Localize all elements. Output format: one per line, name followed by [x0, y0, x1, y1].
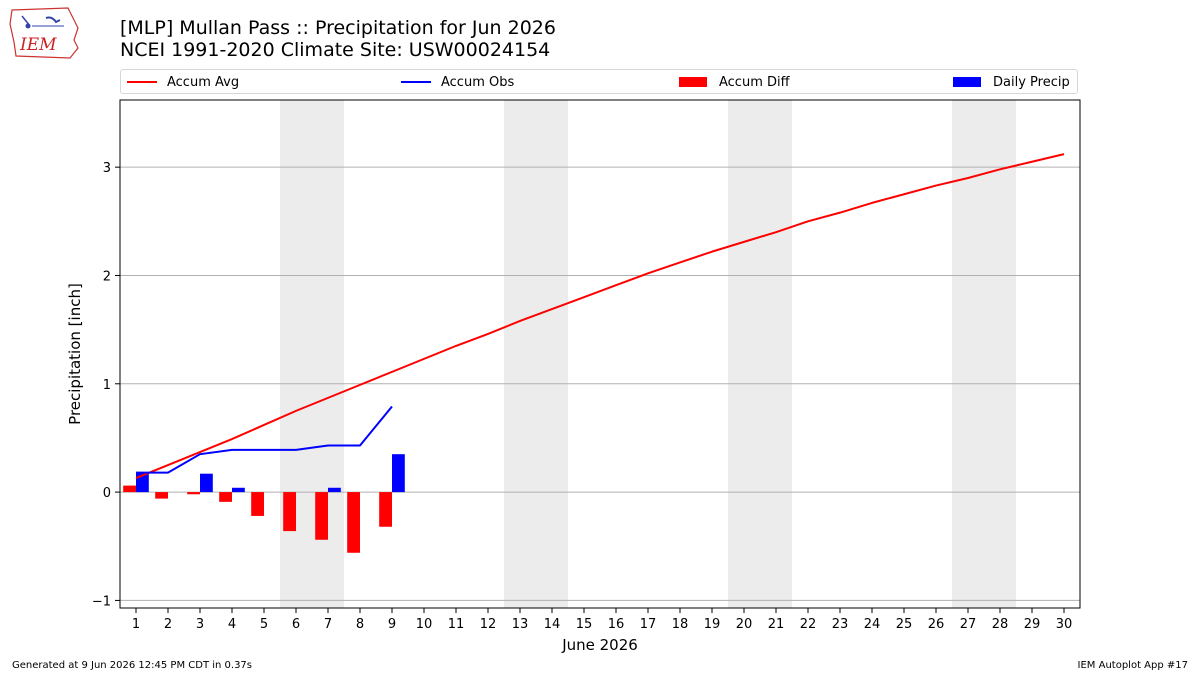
weekend-shade-day-27	[952, 100, 984, 608]
x-tick-label: 2	[164, 617, 172, 632]
legend-label-accum-diff: Accum Diff	[719, 74, 790, 90]
legend-swatch-accum-obs	[401, 81, 431, 83]
legend-label-accum-obs: Accum Obs	[441, 74, 515, 90]
x-tick-label: 12	[480, 617, 497, 632]
x-tick-label: 19	[704, 617, 721, 632]
legend-daily-precip: Daily Precip	[953, 74, 1070, 90]
x-tick-label: 8	[356, 617, 364, 632]
daily-precip-bar	[200, 473, 213, 493]
x-tick-label: 9	[388, 617, 396, 632]
x-tick-label: 22	[800, 617, 817, 632]
accum-diff-bar	[123, 485, 136, 493]
x-tick-label: 27	[960, 617, 977, 632]
footer-generated: Generated at 9 Jun 2026 12:45 PM CDT in …	[12, 660, 253, 671]
title-line-1: [MLP] Mullan Pass :: Precipitation for J…	[120, 17, 556, 39]
legend-swatch-accum-diff	[679, 77, 707, 87]
x-tick-label: 30	[1056, 617, 1073, 632]
x-tick-label: 4	[228, 617, 236, 632]
x-tick-label: 16	[608, 617, 625, 632]
chart-legend: Accum Avg Accum Obs Accum Diff Daily Pre…	[120, 69, 1078, 94]
accum-diff-bar	[347, 492, 360, 553]
x-tick-label: 24	[864, 617, 881, 632]
title-line-2: NCEI 1991-2020 Climate Site: USW00024154	[120, 39, 551, 61]
logo-text: IEM	[19, 35, 57, 55]
x-tick-label: 5	[260, 617, 268, 632]
x-tick-label: 10	[416, 617, 433, 632]
weekend-shade-day-28	[984, 100, 1016, 608]
lines	[135, 153, 1065, 479]
daily-precip-bar	[392, 454, 405, 493]
legend-accum-avg: Accum Avg	[127, 74, 239, 90]
x-axis-ticks: 1 2 3 4 5 6 7 8 9 10 11 12 13 14 15 16 17 18 19 20 21 22 23 24 2…	[132, 608, 1072, 632]
chart-title: [MLP] Mullan Pass :: Precipitation for J…	[120, 17, 556, 61]
weekend-shade-day-20	[728, 100, 760, 608]
x-tick-label: 17	[640, 617, 657, 632]
weekend-shade-day-6	[280, 100, 312, 608]
accum-diff-bar	[251, 492, 264, 516]
x-tick-label: 26	[928, 617, 945, 632]
x-tick-label: 14	[544, 617, 561, 632]
x-tick-label: 25	[896, 617, 913, 632]
y-tick-label: 2	[103, 269, 111, 284]
bars	[123, 454, 405, 553]
weekend-shade-day-14	[536, 100, 568, 608]
y-tick-label: 3	[103, 161, 111, 176]
legend-swatch-accum-avg	[127, 81, 157, 83]
x-tick-label: 23	[832, 617, 849, 632]
accum-diff-bar	[219, 492, 232, 502]
daily-precip-bar	[232, 487, 245, 493]
iem-logo: IEM	[8, 6, 82, 60]
legend-label-daily-precip: Daily Precip	[993, 74, 1070, 90]
y-axis-ticks: −1 0 1 2 3	[92, 161, 120, 609]
x-axis-label: June 2026	[561, 636, 638, 654]
daily-precip-bar	[328, 487, 341, 493]
legend-label-accum-avg: Accum Avg	[167, 74, 240, 90]
y-tick-label: −1	[92, 594, 111, 609]
x-tick-label: 3	[196, 617, 204, 632]
x-tick-label: 29	[1024, 617, 1041, 632]
x-tick-label: 15	[576, 617, 593, 632]
legend-accum-obs: Accum Obs	[401, 74, 514, 90]
weekend-shading	[280, 100, 1016, 608]
x-tick-label: 28	[992, 617, 1009, 632]
accum-diff-bar	[315, 492, 328, 540]
weekend-shade-day-13	[504, 100, 536, 608]
footer-app: IEM Autoplot App #17	[1077, 660, 1188, 671]
y-gridlines	[120, 166, 1080, 601]
plot-frame	[119, 99, 1081, 609]
x-tick-label: 6	[292, 617, 300, 632]
accum-diff-bar	[155, 492, 168, 499]
x-tick-label: 11	[448, 617, 465, 632]
accum-obs-line	[136, 405, 393, 474]
accum-diff-bar	[379, 492, 392, 527]
legend-swatch-daily-precip	[953, 77, 981, 87]
y-tick-label: 0	[103, 486, 111, 501]
accum-diff-bar	[187, 492, 200, 495]
x-tick-label: 20	[736, 617, 753, 632]
y-tick-label: 1	[103, 378, 111, 393]
accum-diff-bar	[283, 492, 296, 532]
x-tick-label: 21	[768, 617, 785, 632]
x-tick-label: 7	[324, 617, 332, 632]
accum-avg-line	[135, 153, 1065, 479]
y-axis-label: Precipitation [inch]	[66, 283, 84, 425]
x-tick-label: 13	[512, 617, 529, 632]
x-tick-label: 18	[672, 617, 689, 632]
legend-accum-diff: Accum Diff	[679, 74, 790, 90]
weekend-shade-day-21	[760, 100, 792, 608]
x-tick-label: 1	[132, 617, 140, 632]
